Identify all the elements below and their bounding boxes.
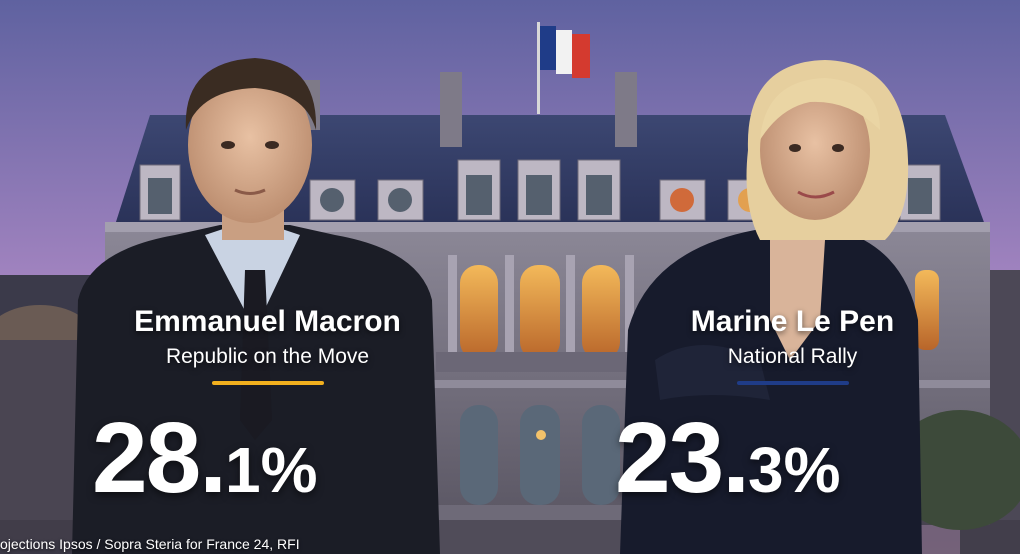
percent-decimal: 1 (225, 434, 261, 506)
source-caption: ojections Ipsos / Sopra Steria for Franc… (0, 536, 300, 552)
party-color-bar (211, 381, 324, 385)
percent-symbol: % (260, 434, 318, 506)
candidate-name: Marine Le Pen (690, 305, 895, 338)
macron-portrait (72, 58, 440, 554)
lepen-portrait (620, 60, 922, 554)
candidate-party: National Rally (727, 345, 858, 368)
candidate-party: Republic on the Move (165, 345, 370, 368)
party-color-bar (736, 381, 849, 385)
lepen-percentage: 23.3% (615, 408, 841, 508)
lepen-label-block: Marine Le Pen National Rally (620, 305, 965, 385)
candidate-name: Emmanuel Macron (134, 305, 401, 338)
macron-percentage: 28.1% (92, 408, 318, 508)
macron-label-block: Emmanuel Macron Republic on the Move (90, 305, 445, 385)
percent-symbol: % (783, 434, 841, 506)
percent-decimal: 3 (748, 434, 784, 506)
percent-integer: 23. (615, 402, 750, 514)
percent-integer: 28. (92, 402, 227, 514)
